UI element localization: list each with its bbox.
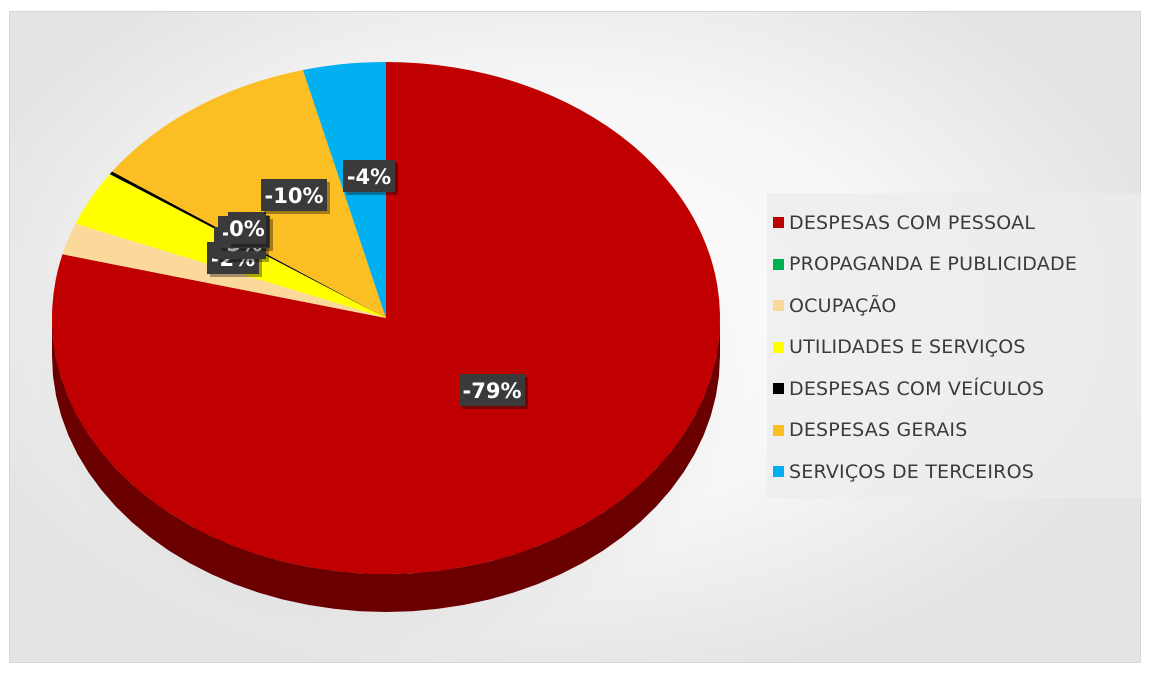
legend-label: UTILIDADES E SERVIÇOS [789,336,1026,359]
legend-item: DESPESAS COM PESSOAL [767,202,1141,244]
data-label-box [228,212,266,244]
legend-item: SERVIÇOS DE TERCEIROS [767,451,1141,493]
data-label-text: -79% [463,379,522,403]
pie-slice-5 [112,70,386,318]
data-label-box [459,374,525,406]
legend-label: OCUPAÇÃO [789,294,897,317]
legend-swatch [773,424,784,436]
legend: DESPESAS COM PESSOAL PROPAGANDA E PUBLICI… [767,193,1141,498]
legend-label: DESPESAS COM PESSOAL [789,211,1036,234]
legend-label: SERVIÇOS DE TERCEIROS [789,460,1034,483]
data-label-1: 0% [228,212,269,247]
legend-swatch [773,466,784,478]
data-label-5: -10% [261,179,330,214]
legend-item: OCUPAÇÃO [767,285,1141,327]
data-label-text: -4% [347,165,391,189]
data-label-0: -79% [459,374,528,409]
legend-item: UTILIDADES E SERVIÇOS [767,327,1141,369]
data-labels: -2%-3%-0%0%-10%-4%-79% [207,160,528,409]
legend-label: DESPESAS COM VEÍCULOS [789,377,1045,400]
legend-swatch [773,217,784,229]
data-label-box [343,160,395,192]
legend-swatch [773,258,784,270]
data-label-box [261,179,327,211]
data-label-text: -10% [265,184,324,208]
legend-swatch [773,383,784,395]
data-label-6: -4% [343,160,398,195]
legend-label: DESPESAS GERAIS [789,419,968,442]
pie-slice-0 [51,62,720,574]
legend-item: DESPESAS GERAIS [767,410,1141,452]
data-label-text: 0% [229,217,265,241]
legend-swatch [773,300,784,312]
legend-item: DESPESAS COM VEÍCULOS [767,368,1141,410]
pie-slices [51,61,720,574]
legend-label: PROPAGANDA E PUBLICIDADE [789,253,1078,276]
legend-item: PROPAGANDA E PUBLICIDADE [767,244,1141,286]
legend-swatch [773,341,784,353]
